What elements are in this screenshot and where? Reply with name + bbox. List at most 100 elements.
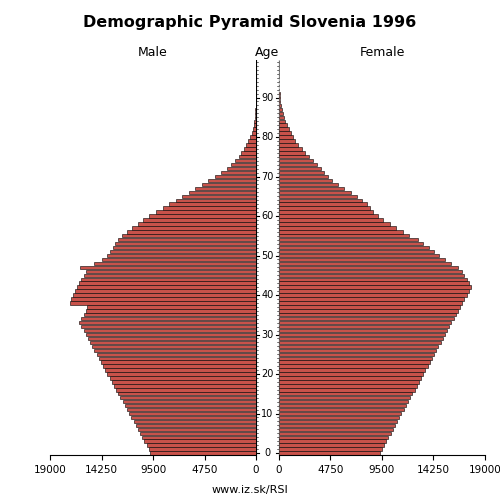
Bar <box>118 392 256 396</box>
Text: 40: 40 <box>262 290 274 300</box>
Bar <box>279 234 409 237</box>
Bar <box>279 100 280 103</box>
Text: 30: 30 <box>262 330 274 340</box>
Bar <box>279 242 423 246</box>
Bar <box>279 412 402 415</box>
Bar <box>279 190 350 194</box>
Bar <box>279 96 280 99</box>
Bar <box>279 230 402 234</box>
Bar <box>231 163 256 166</box>
Bar <box>279 270 462 273</box>
Bar <box>279 384 416 388</box>
Bar <box>279 388 414 392</box>
Bar <box>99 356 256 360</box>
Bar <box>80 321 256 324</box>
Bar <box>279 124 287 127</box>
Bar <box>279 364 428 368</box>
Bar <box>279 400 408 404</box>
Bar <box>144 218 256 222</box>
Bar <box>202 182 256 186</box>
Bar <box>86 333 256 336</box>
Bar <box>279 424 395 427</box>
Bar <box>279 376 421 380</box>
Bar <box>279 337 442 340</box>
Bar <box>156 210 256 214</box>
Bar <box>279 452 380 454</box>
Bar <box>279 432 390 435</box>
Bar <box>279 282 468 285</box>
Bar <box>94 348 256 352</box>
Bar <box>279 202 367 206</box>
Bar <box>279 309 458 312</box>
Bar <box>125 404 256 407</box>
Bar <box>127 408 256 412</box>
Bar <box>279 408 404 412</box>
Bar <box>279 108 281 111</box>
Bar <box>101 360 256 364</box>
Bar <box>279 313 456 316</box>
Bar <box>279 136 293 138</box>
Bar <box>279 175 328 178</box>
Bar <box>279 301 462 304</box>
Bar <box>279 159 312 162</box>
Bar <box>108 254 256 257</box>
Bar <box>279 246 428 250</box>
Bar <box>279 116 284 119</box>
Bar <box>254 120 256 123</box>
Bar <box>102 258 256 261</box>
Bar <box>279 436 388 439</box>
Bar <box>279 356 432 360</box>
Bar <box>189 190 256 194</box>
Bar <box>196 186 256 190</box>
Text: 0: 0 <box>264 448 270 458</box>
Bar <box>87 305 256 308</box>
Bar <box>238 155 256 158</box>
Bar <box>94 262 256 265</box>
Bar <box>215 175 256 178</box>
Title: Female: Female <box>360 46 405 59</box>
Bar <box>80 282 256 285</box>
Bar <box>279 147 301 150</box>
Bar <box>82 317 256 320</box>
Bar <box>279 348 436 352</box>
Bar <box>279 222 390 226</box>
Bar <box>279 372 423 376</box>
Bar <box>84 274 256 277</box>
Bar <box>279 132 291 135</box>
Bar <box>279 266 458 269</box>
Bar <box>236 159 256 162</box>
Bar <box>132 416 256 419</box>
Text: Demographic Pyramid Slovenia 1996: Demographic Pyramid Slovenia 1996 <box>84 15 416 30</box>
Bar <box>255 112 256 115</box>
Bar <box>279 179 332 182</box>
Bar <box>244 147 256 150</box>
Bar <box>279 444 384 447</box>
Bar <box>279 329 447 332</box>
Bar <box>148 448 256 451</box>
Bar <box>279 120 285 123</box>
Bar <box>279 128 289 131</box>
Bar <box>279 305 460 308</box>
Bar <box>279 404 406 407</box>
Bar <box>279 274 464 277</box>
Bar <box>252 132 256 135</box>
Bar <box>108 372 256 376</box>
Bar <box>246 143 256 146</box>
Bar <box>279 448 382 451</box>
Bar <box>134 420 256 423</box>
Bar <box>176 198 256 202</box>
Text: 20: 20 <box>262 369 274 379</box>
Bar <box>122 400 256 404</box>
Bar <box>120 396 256 400</box>
Bar <box>255 116 256 119</box>
Bar <box>112 380 256 384</box>
Bar <box>106 368 256 372</box>
Bar <box>279 210 374 214</box>
Bar <box>279 416 400 419</box>
Bar <box>82 325 256 328</box>
Bar <box>279 258 445 261</box>
Bar <box>70 301 256 304</box>
Bar <box>279 392 412 396</box>
Text: 10: 10 <box>262 408 274 418</box>
Bar <box>279 344 438 348</box>
